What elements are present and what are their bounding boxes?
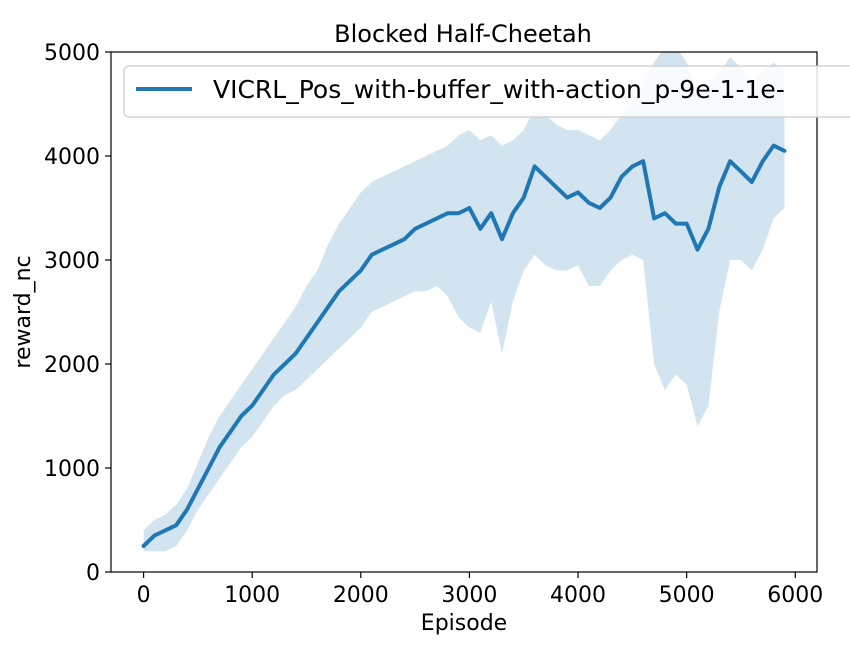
y-tick-label: 3000 <box>44 249 100 274</box>
x-tick-label: 6000 <box>767 583 823 608</box>
x-tick-label: 1000 <box>224 583 280 608</box>
y-tick-label: 1000 <box>44 457 100 482</box>
x-tick-label: 5000 <box>659 583 715 608</box>
confidence-band <box>143 52 785 552</box>
chart-title: Blocked Half-Cheetah <box>334 20 592 48</box>
x-tick-label: 4000 <box>550 583 606 608</box>
x-axis-label: Episode <box>421 611 507 636</box>
y-tick-label: 5000 <box>44 41 100 66</box>
legend: VICRL_Pos_with-buffer_with-action_p-9e-1… <box>123 65 850 118</box>
y-tick-label: 4000 <box>44 145 100 170</box>
y-axis-label: reward_nc <box>11 255 36 368</box>
y-tick-label: 0 <box>86 561 100 586</box>
series-line <box>141 143 787 548</box>
legend-label: VICRL_Pos_with-buffer_with-action_p-9e-1… <box>213 75 785 104</box>
plot-frame <box>110 51 818 573</box>
x-tick-label: 2000 <box>333 583 389 608</box>
y-tick-label: 2000 <box>44 353 100 378</box>
legend-box <box>123 65 850 118</box>
x-tick-label: 0 <box>137 583 151 608</box>
x-tick-label: 3000 <box>441 583 497 608</box>
